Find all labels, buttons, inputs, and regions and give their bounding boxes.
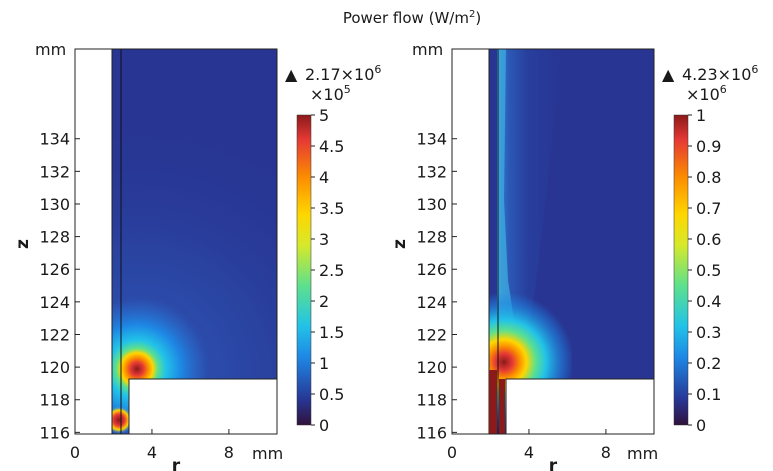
right-x-ticks: 0 4 8 (447, 429, 611, 462)
y-tick-label: 134 (39, 130, 70, 149)
left-y-ticks: 116 118 120 122 124 126 128 130 132 134 (39, 130, 80, 442)
right-colorbar-scale: ×106 (686, 83, 727, 104)
colorbar-tick-label: 0.4 (696, 292, 721, 311)
y-tick-label: 126 (416, 260, 447, 279)
y-tick-label: 128 (39, 228, 70, 247)
colorbar-tick-label: 2.5 (319, 261, 344, 280)
left-mask-center-region (74, 48, 113, 435)
y-tick-label: 134 (416, 130, 447, 149)
colorbar-tick-label: 3 (319, 230, 329, 249)
right-colorbar (673, 114, 689, 426)
y-tick-label: 124 (416, 293, 447, 312)
colorbar-tick-label: 0 (319, 416, 329, 435)
colorbar-tick-label: 0.8 (696, 168, 721, 187)
left-x-ticks: 0 4 8 (70, 429, 234, 462)
right-mask-lower-region (505, 378, 655, 435)
y-tick-label: 124 (39, 293, 70, 312)
left-colorbar-scale: ×105 (310, 83, 351, 104)
colorbar-tick-label: 4.5 (319, 137, 344, 156)
right-plot-frame (451, 48, 655, 435)
y-tick-label: 122 (416, 325, 447, 344)
colorbar-tick-label: 0.7 (696, 199, 721, 218)
right-y-unit: mm (412, 40, 443, 59)
colorbar-tick-label: 0 (696, 416, 706, 435)
y-tick-label: 120 (39, 358, 70, 377)
y-tick-label: 130 (416, 195, 447, 214)
colorbar-tick-label: 4 (319, 168, 329, 187)
colorbar-tick-label: 0.9 (696, 137, 721, 156)
right-conductor-hot-strip (489, 370, 497, 434)
colorbar-tick-label: 1.5 (319, 323, 344, 342)
x-tick-label: 4 (147, 443, 157, 462)
right-x-axis-label: r (549, 456, 558, 471)
x-tick-label: 8 (224, 443, 234, 462)
colorbar-tick-label: 5 (319, 106, 329, 125)
right-y-axis-label: z (390, 239, 410, 249)
y-tick-label: 132 (416, 162, 447, 181)
x-tick-label: 4 (524, 443, 534, 462)
left-colorbar (296, 114, 312, 426)
y-tick-label: 116 (416, 423, 447, 442)
y-tick-label: 132 (39, 162, 70, 181)
y-tick-label: 120 (416, 358, 447, 377)
right-max-marker: ▲ (662, 65, 675, 84)
colorbar-tick-label: 0.5 (319, 385, 344, 404)
colorbar-tick-label: 0.3 (696, 323, 721, 342)
right-conductor-hot-strip-2 (499, 379, 505, 434)
left-mask-lower-region (128, 378, 278, 435)
left-max-value: 2.17×106 (305, 63, 381, 84)
x-tick-label: 8 (601, 443, 611, 462)
right-x-unit: mm (627, 444, 658, 463)
y-tick-label: 116 (39, 423, 70, 442)
right-mask-center-region (451, 48, 490, 435)
y-tick-label: 126 (39, 260, 70, 279)
y-tick-label: 122 (39, 325, 70, 344)
left-y-axis-label: z (13, 239, 33, 249)
y-tick-label: 118 (416, 391, 447, 410)
right-colorbar-ticks: 0 0.1 0.2 0.3 0.4 0.5 0.6 0.7 0.8 0.9 1 (688, 106, 721, 435)
y-tick-label: 118 (39, 391, 70, 410)
colorbar-tick-label: 0.6 (696, 230, 721, 249)
colorbar-tick-label: 0.5 (696, 261, 721, 280)
colorbar-tick-label: 0.1 (696, 385, 721, 404)
y-tick-label: 130 (39, 195, 70, 214)
colorbar-tick-label: 3.5 (319, 199, 344, 218)
colorbar-tick-label: 1 (319, 354, 329, 373)
right-plot-area (451, 48, 655, 435)
left-max-marker: ▲ (285, 65, 298, 84)
x-tick-label: 0 (70, 443, 80, 462)
colorbar-tick-label: 0.2 (696, 354, 721, 373)
colorbar-tick-label: 2 (319, 292, 329, 311)
colorbar-tick-label: 1 (696, 106, 706, 125)
left-y-unit: mm (35, 40, 66, 59)
left-plot-area (74, 48, 278, 435)
left-x-axis-label: r (172, 456, 181, 471)
left-plot-frame (74, 48, 278, 435)
x-tick-label: 0 (447, 443, 457, 462)
right-max-value: 4.23×106 (682, 63, 758, 84)
left-x-unit: mm (252, 444, 283, 463)
left-colorbar-ticks: 0 0.5 1 1.5 2 2.5 3 3.5 4 4.5 5 (311, 106, 344, 435)
right-panel: mm 116 118 120 122 124 126 128 130 132 134 0 4 8 mm… (390, 40, 758, 471)
y-tick-label: 128 (416, 228, 447, 247)
chart-title: Power flow (W/m2) (343, 9, 481, 27)
right-y-ticks: 116 118 120 122 124 126 128 130 132 134 (416, 130, 457, 442)
